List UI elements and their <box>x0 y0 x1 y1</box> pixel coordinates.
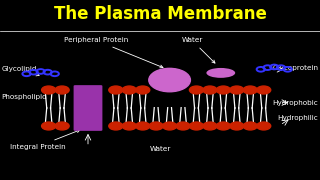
Text: Water: Water <box>149 146 171 152</box>
Circle shape <box>216 122 230 130</box>
Circle shape <box>203 122 217 130</box>
Circle shape <box>176 122 190 130</box>
Circle shape <box>243 86 257 94</box>
Circle shape <box>189 86 204 94</box>
Circle shape <box>136 86 150 94</box>
Circle shape <box>122 122 136 130</box>
Circle shape <box>42 86 56 94</box>
Text: Peripheral Protein: Peripheral Protein <box>64 37 163 68</box>
Circle shape <box>257 122 271 130</box>
Text: Integral Protein: Integral Protein <box>10 130 80 150</box>
Circle shape <box>109 86 123 94</box>
Text: Phospholipid: Phospholipid <box>2 89 52 100</box>
Circle shape <box>122 86 136 94</box>
Circle shape <box>149 122 163 130</box>
Circle shape <box>163 122 177 130</box>
Circle shape <box>203 86 217 94</box>
Circle shape <box>216 86 230 94</box>
FancyBboxPatch shape <box>74 85 102 131</box>
Text: Hydrophilic: Hydrophilic <box>278 115 318 121</box>
Ellipse shape <box>206 68 235 78</box>
Circle shape <box>136 122 150 130</box>
Circle shape <box>55 86 69 94</box>
Text: Glycolipid: Glycolipid <box>2 66 39 76</box>
Text: Glycoprotein: Glycoprotein <box>272 64 318 71</box>
Circle shape <box>189 122 204 130</box>
Circle shape <box>230 122 244 130</box>
Circle shape <box>55 122 69 130</box>
Circle shape <box>42 122 56 130</box>
Text: The Plasma Membrane: The Plasma Membrane <box>53 5 267 23</box>
Circle shape <box>243 122 257 130</box>
Text: Hydrophobic: Hydrophobic <box>273 100 318 106</box>
Circle shape <box>109 122 123 130</box>
Circle shape <box>149 68 190 92</box>
Circle shape <box>257 86 271 94</box>
Text: Water: Water <box>181 37 215 63</box>
Circle shape <box>230 86 244 94</box>
